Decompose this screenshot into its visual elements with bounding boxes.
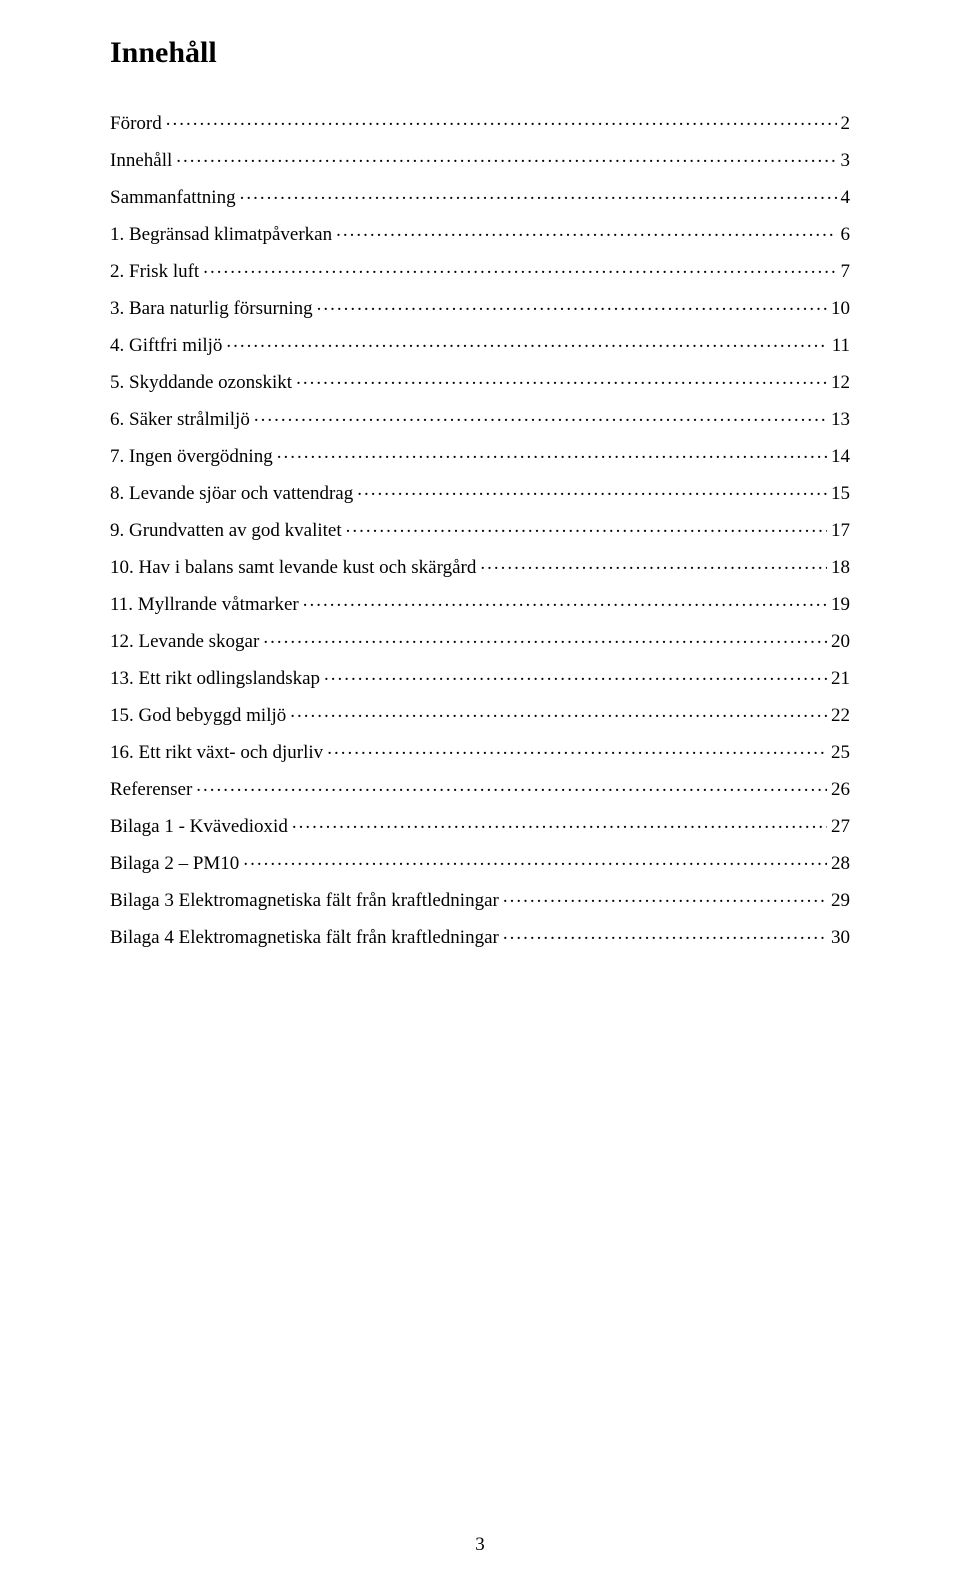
toc-row: Innehåll 3: [110, 147, 850, 170]
toc-row: Sammanfattning 4: [110, 184, 850, 207]
toc-row: Bilaga 4 Elektromagnetiska fält från kra…: [110, 924, 850, 947]
toc-entry-label: 13. Ett rikt odlingslandskap: [110, 669, 320, 688]
toc-row: 8. Levande sjöar och vattendrag 15: [110, 480, 850, 503]
toc-entry-page: 20: [831, 632, 850, 651]
toc-entry-label: Bilaga 2 – PM10: [110, 854, 239, 873]
toc-entry-page: 11: [832, 336, 850, 355]
toc-entry-label: 2. Frisk luft: [110, 262, 199, 281]
toc-entry-label: 12. Levande skogar: [110, 632, 259, 651]
toc-entry-page: 27: [831, 817, 850, 836]
toc-leader-dots: [357, 480, 827, 499]
toc-row: 13. Ett rikt odlingslandskap 21: [110, 665, 850, 688]
toc-leader-dots: [254, 406, 827, 425]
toc-entry-page: 6: [841, 225, 851, 244]
toc-entry-label: 3. Bara naturlig försurning: [110, 299, 313, 318]
toc-entry-page: 13: [831, 410, 850, 429]
toc-row: 4. Giftfri miljö 11: [110, 332, 850, 355]
toc-leader-dots: [336, 221, 836, 240]
toc-entry-label: 11. Myllrande våtmarker: [110, 595, 299, 614]
toc-entry-label: 7. Ingen övergödning: [110, 447, 273, 466]
toc-leader-dots: [166, 110, 837, 129]
toc-entry-page: 15: [831, 484, 850, 503]
toc-row: 7. Ingen övergödning 14: [110, 443, 850, 466]
toc-entry-label: 15. God bebyggd miljö: [110, 706, 286, 725]
toc-leader-dots: [176, 147, 836, 166]
toc-entry-page: 7: [841, 262, 851, 281]
toc-entry-page: 22: [831, 706, 850, 725]
toc-entry-label: 5. Skyddande ozonskikt: [110, 373, 292, 392]
toc-leader-dots: [196, 776, 827, 795]
toc-entry-page: 14: [831, 447, 850, 466]
toc-leader-dots: [243, 850, 827, 869]
toc-row: Förord 2: [110, 110, 850, 133]
toc-row: 10. Hav i balans samt levande kust och s…: [110, 554, 850, 577]
page-number: 3: [0, 1534, 960, 1556]
toc-leader-dots: [346, 517, 827, 536]
toc-leader-dots: [226, 332, 827, 351]
toc-row: 11. Myllrande våtmarker 19: [110, 591, 850, 614]
toc-entry-label: 1. Begränsad klimatpåverkan: [110, 225, 332, 244]
toc-entry-label: 16. Ett rikt växt- och djurliv: [110, 743, 323, 762]
toc-entry-page: 30: [831, 928, 850, 947]
toc-leader-dots: [292, 813, 827, 832]
toc-entry-label: 4. Giftfri miljö: [110, 336, 222, 355]
toc-row: 2. Frisk luft 7: [110, 258, 850, 281]
toc-leader-dots: [303, 591, 827, 610]
toc-entry-page: 18: [831, 558, 850, 577]
toc-entry-label: Referenser: [110, 780, 192, 799]
toc-entry-page: 17: [831, 521, 850, 540]
toc-row: 5. Skyddande ozonskikt 12: [110, 369, 850, 392]
toc-row: 12. Levande skogar 20: [110, 628, 850, 651]
toc-entry-page: 28: [831, 854, 850, 873]
document-page: Innehåll Förord 2 Innehåll 3 Sammanfattning 4…: [0, 0, 960, 1592]
toc-leader-dots: [503, 924, 827, 943]
toc-row: Bilaga 2 – PM10 28: [110, 850, 850, 873]
toc-row: 1. Begränsad klimatpåverkan 6: [110, 221, 850, 244]
toc-leader-dots: [327, 739, 827, 758]
toc-entry-page: 25: [831, 743, 850, 762]
toc-row: Bilaga 3 Elektromagnetiska fält från kra…: [110, 887, 850, 910]
toc-entry-page: 19: [831, 595, 850, 614]
toc-leader-dots: [203, 258, 836, 277]
toc-leader-dots: [277, 443, 827, 462]
toc-entry-page: 29: [831, 891, 850, 910]
toc-leader-dots: [296, 369, 827, 388]
toc-entry-page: 21: [831, 669, 850, 688]
toc-entry-page: 10: [831, 299, 850, 318]
toc-leader-dots: [240, 184, 837, 203]
toc-entry-page: 3: [841, 151, 851, 170]
toc-entry-label: Innehåll: [110, 151, 172, 170]
toc-row: Bilaga 1 - Kvävedioxid 27: [110, 813, 850, 836]
toc-leader-dots: [263, 628, 827, 647]
toc-row: 15. God bebyggd miljö 22: [110, 702, 850, 725]
toc-entry-label: Bilaga 4 Elektromagnetiska fält från kra…: [110, 928, 499, 947]
toc-row: 9. Grundvatten av god kvalitet 17: [110, 517, 850, 540]
table-of-contents: Förord 2 Innehåll 3 Sammanfattning 4 1. Begrän…: [110, 110, 850, 947]
toc-row: 16. Ett rikt växt- och djurliv 25: [110, 739, 850, 762]
toc-entry-label: Bilaga 1 - Kvävedioxid: [110, 817, 288, 836]
toc-entry-label: 8. Levande sjöar och vattendrag: [110, 484, 353, 503]
toc-entry-label: 9. Grundvatten av god kvalitet: [110, 521, 342, 540]
toc-entry-page: 4: [841, 188, 851, 207]
toc-leader-dots: [503, 887, 827, 906]
toc-entry-label: 10. Hav i balans samt levande kust och s…: [110, 558, 476, 577]
toc-entry-page: 12: [831, 373, 850, 392]
page-title: Innehåll: [110, 36, 850, 70]
toc-entry-label: 6. Säker strålmiljö: [110, 410, 250, 429]
toc-entry-label: Sammanfattning: [110, 188, 236, 207]
toc-leader-dots: [290, 702, 827, 721]
toc-leader-dots: [480, 554, 827, 573]
toc-row: Referenser 26: [110, 776, 850, 799]
toc-entry-label: Förord: [110, 114, 162, 133]
toc-leader-dots: [317, 295, 827, 314]
toc-entry-label: Bilaga 3 Elektromagnetiska fält från kra…: [110, 891, 499, 910]
toc-row: 6. Säker strålmiljö 13: [110, 406, 850, 429]
toc-row: 3. Bara naturlig försurning 10: [110, 295, 850, 318]
toc-entry-page: 2: [841, 114, 851, 133]
toc-entry-page: 26: [831, 780, 850, 799]
toc-leader-dots: [324, 665, 827, 684]
